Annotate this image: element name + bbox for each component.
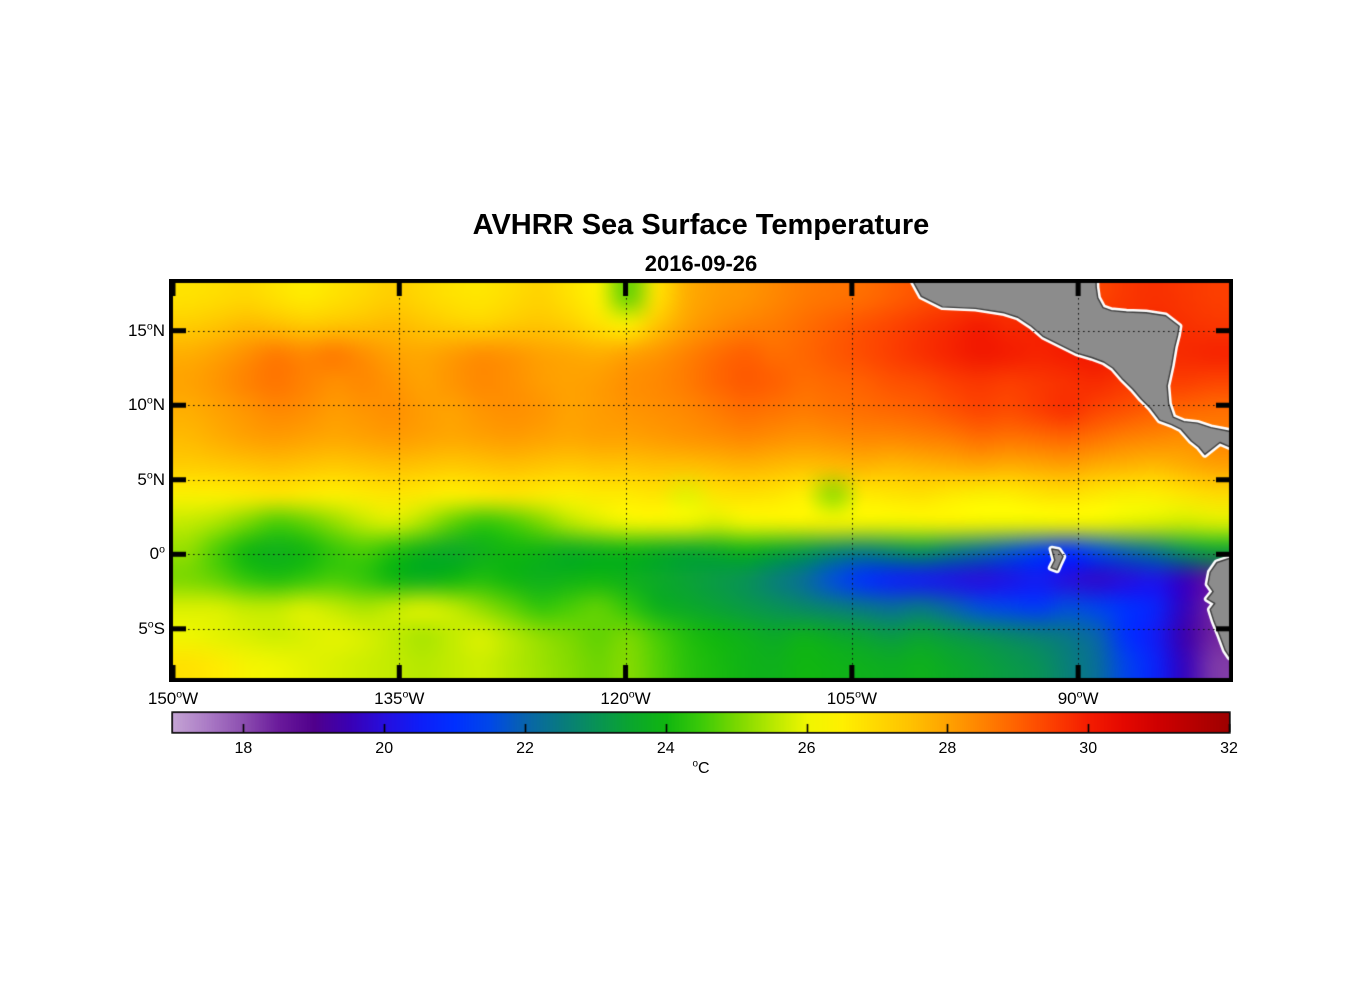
colorbar-tick-label: 32 [1220,740,1238,757]
sst-map-canvas [169,279,1233,682]
colorbar-unit-label: oC [0,758,1356,778]
x-tick-label: 105oW [826,688,877,708]
colorbar-tick-label: 28 [938,740,957,757]
colorbar-canvas [171,711,1231,734]
x-tick-label: 90oW [1057,688,1099,708]
x-tick-label: 135oW [374,688,425,708]
figure-date: 2016-09-26 [644,251,758,276]
y-tick-label: 5oS [138,618,165,638]
y-tick-label: 0o [149,543,165,564]
x-tick-label: 120oW [600,688,651,708]
colorbar-tick-label: 20 [375,740,394,757]
colorbar-tick-label: 18 [234,740,253,757]
colorbar-tick-label: 26 [797,740,816,757]
y-tick-label: 15oN [127,320,165,340]
y-tick-label: 10oN [127,394,165,415]
degree-symbol: o [692,758,698,770]
y-tick-label: 5oN [137,469,165,489]
x-tick-label: 150oW [147,688,199,708]
colorbar-tick-label: 22 [516,740,534,757]
colorbar-tick-label: 30 [1079,740,1098,757]
figure-title: AVHRR Sea Surface Temperature [472,209,930,241]
colorbar-tick-label: 24 [656,740,675,757]
unit-letter: C [697,760,710,777]
